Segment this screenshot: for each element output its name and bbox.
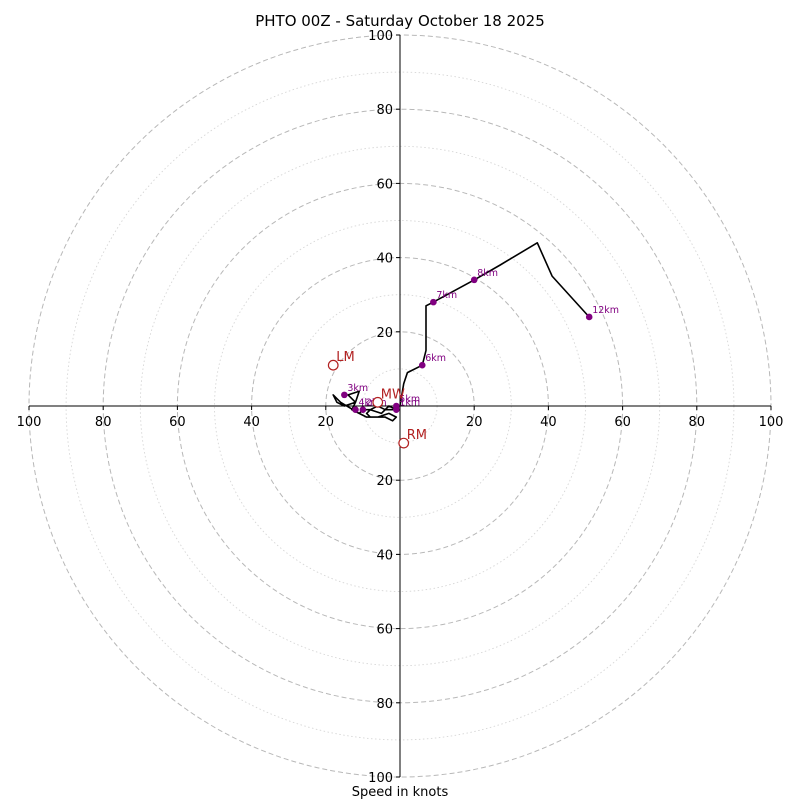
x-tick-label: 60: [614, 415, 631, 430]
tick-labels: 20 20 20 20 40 40 40 40 60 60 60 60 80 80 80 80 100 100 10…: [17, 29, 784, 786]
height-marker-6km: [418, 361, 426, 369]
y-tick-label: 100: [368, 29, 393, 44]
height-label-4km: 4km: [358, 398, 379, 409]
x-tick-label: 20: [318, 415, 335, 430]
height-marker-8km: [470, 276, 478, 284]
motion-marker-MW: [372, 396, 384, 408]
height-label-8km: 8km: [477, 268, 498, 279]
x-tick-label: 20: [466, 415, 483, 430]
motion-marker-LM: [327, 359, 339, 371]
x-tick-label: 100: [17, 415, 42, 430]
storm-motion-markers: LM MW RM: [327, 350, 427, 449]
y-tick-label: 40: [376, 548, 393, 563]
height-label-5km: 5km: [399, 394, 420, 405]
height-marker-7km: [430, 298, 437, 306]
y-tick-label: 100: [368, 771, 393, 786]
x-axis-label: Speed in knots: [352, 785, 449, 800]
x-tick-label: 100: [759, 415, 784, 430]
height-label-7km: 7km: [436, 290, 457, 301]
motion-label-LM: LM: [336, 350, 354, 365]
motion-marker-RM: [398, 437, 410, 449]
height-markers: 1km2km3km4km5km6km7km8km12km: [341, 268, 619, 414]
x-tick-label: 80: [689, 415, 706, 430]
height-marker-4km: [352, 406, 359, 414]
x-tick-label: 80: [95, 415, 112, 430]
y-tick-label: 20: [376, 326, 393, 341]
height-marker-2km: [359, 406, 367, 414]
hodograph-trace: [332, 242, 590, 422]
motion-label-MW: MW: [381, 387, 405, 402]
height-marker-5km: [392, 402, 400, 410]
y-tick-label: 60: [376, 177, 393, 192]
motion-label-RM: RM: [407, 428, 427, 443]
y-tick-label: 40: [376, 252, 393, 267]
x-tick-label: 40: [243, 415, 260, 430]
y-tick-label: 20: [376, 474, 393, 489]
height-label-3km: 3km: [347, 383, 368, 394]
y-tick-label: 60: [376, 623, 393, 638]
height-marker-12km: [585, 313, 593, 321]
chart-title: PHTO 00Z - Saturday October 18 2025: [255, 12, 545, 30]
wind-trace-line: [332, 242, 590, 422]
height-label-1km: 1km: [399, 398, 420, 409]
height-label-12km: 12km: [592, 305, 619, 316]
y-tick-label: 80: [376, 697, 393, 712]
y-tick-label: 80: [376, 103, 393, 118]
x-tick-label: 60: [169, 415, 186, 430]
height-label-6km: 6km: [425, 353, 446, 364]
x-tick-label: 40: [540, 415, 557, 430]
height-marker-3km: [341, 391, 348, 399]
